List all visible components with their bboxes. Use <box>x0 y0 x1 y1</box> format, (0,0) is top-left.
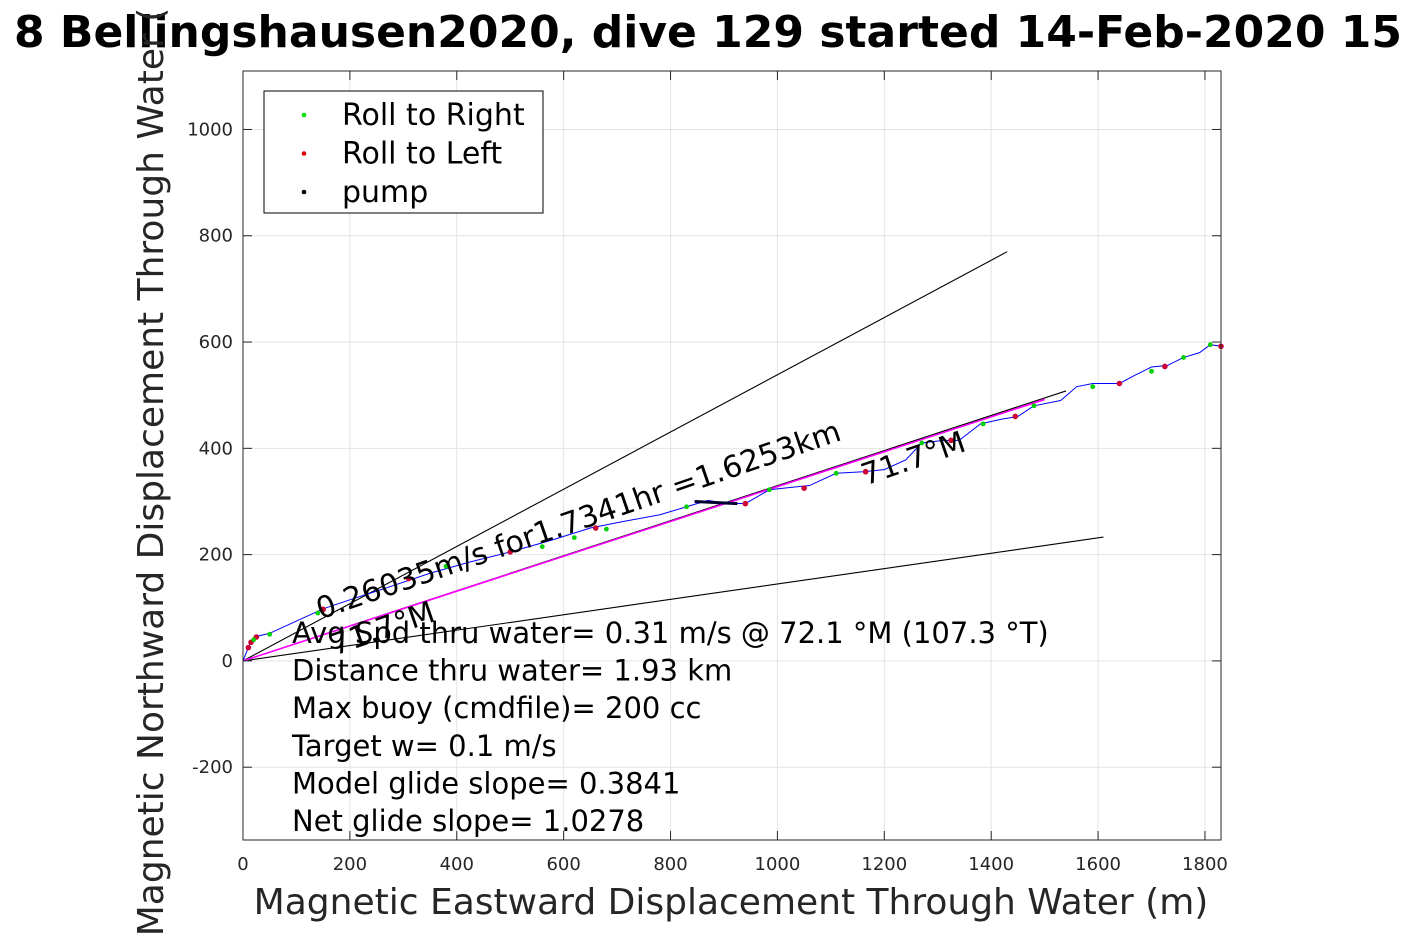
roll-right-point <box>267 631 273 637</box>
legend-marker <box>301 112 307 118</box>
y-tick-label: 0 <box>222 651 233 672</box>
roll-left-point <box>405 575 412 582</box>
roll-right-point <box>767 487 772 493</box>
y-tick-label: 200 <box>199 545 233 566</box>
y-tick-label: 800 <box>199 226 233 247</box>
roll-right-point <box>571 535 577 541</box>
roll-right-point <box>315 610 321 616</box>
legend-label: Roll to Left <box>342 137 502 172</box>
roll-left-point <box>245 644 252 651</box>
roll-left-point <box>507 549 514 555</box>
legend-marker <box>301 151 307 156</box>
x-tick-label: 200 <box>333 854 367 875</box>
roll-right-point <box>684 504 689 510</box>
y-tick-label: 400 <box>199 438 233 459</box>
speed-annotation: 0.26035m/s for1.7341hr =1.6253km <box>312 414 846 627</box>
y-tick-label: 600 <box>199 332 233 353</box>
roll-right-point <box>980 421 986 427</box>
legend-label: pump <box>342 175 428 210</box>
info-line: Max buoy (cmdfile)= 200 cc <box>292 691 701 725</box>
roll-left-point <box>801 485 807 491</box>
heading-annotation-far: 71.7°M <box>857 425 970 493</box>
x-tick-label: 0 <box>237 854 248 875</box>
x-tick-label: 1800 <box>1182 854 1228 875</box>
legend-label: Roll to Right <box>342 98 525 133</box>
info-line: Distance thru water= 1.93 km <box>292 654 732 688</box>
roll-left-point <box>948 437 954 444</box>
x-tick-label: 400 <box>440 854 474 875</box>
info-line: Target w= 0.1 m/s <box>291 729 557 763</box>
roll-left-point <box>1116 380 1123 387</box>
roll-left-point <box>1012 413 1019 420</box>
roll-left-point <box>1162 363 1168 370</box>
info-line: Avg Spd thru water= 0.31 m/s @ 72.1 °M (… <box>292 616 1049 650</box>
roll-left-point <box>742 500 749 507</box>
x-axis-title: Magnetic Eastward Displacement Through W… <box>254 882 1209 923</box>
y-tick-label: 1000 <box>187 119 233 140</box>
roll-right-point <box>833 470 839 476</box>
x-tick-label: 800 <box>653 854 687 875</box>
lower-bound <box>242 536 1104 662</box>
roll-right-point <box>1031 403 1037 409</box>
dive-track <box>242 344 1222 662</box>
avg-line <box>242 398 1045 662</box>
roll-right-point <box>1090 384 1096 390</box>
legend-marker <box>301 189 307 195</box>
legend-box <box>263 90 544 214</box>
track-line <box>242 344 1222 662</box>
roll-right-point <box>443 563 449 569</box>
x-tick-label: 1400 <box>968 854 1014 875</box>
reference-lines <box>242 251 1104 662</box>
x-tick-label: 1000 <box>755 854 801 875</box>
roll-left-point <box>320 606 326 613</box>
axis-ticks: 0 200 400 600 800 1000 1200 1400 1600 1800 -200 0 20… <box>187 71 1228 875</box>
info-line: Net glide slope= 1.0278 <box>292 804 644 838</box>
roll-right-point <box>1207 342 1213 348</box>
pump-segment <box>694 499 738 506</box>
roll-right-point <box>604 526 609 532</box>
x-tick-label: 600 <box>546 854 580 875</box>
roll-left-point <box>862 468 869 475</box>
x-tick-label: 1200 <box>861 854 907 875</box>
roll-right-point <box>1181 355 1186 360</box>
y-axis-title: Magnetic Northward Displacement Through … <box>131 8 172 937</box>
grid <box>242 71 1221 840</box>
roll-right-point <box>919 440 925 446</box>
x-tick-label: 1600 <box>1075 854 1121 875</box>
info-text-block: Avg Spd thru water= 0.31 m/s @ 72.1 °M (… <box>291 616 1049 838</box>
roll-right-point <box>251 637 257 643</box>
chart-title: 8 Bellingshausen2020, dive 129 started 1… <box>14 7 1402 58</box>
roll-markers <box>245 342 1224 651</box>
roll-right-point <box>1149 368 1154 374</box>
plot-frame <box>242 70 1222 841</box>
roll-left-point <box>592 525 599 531</box>
roll-right-point <box>539 544 545 550</box>
y-tick-label: -200 <box>192 757 233 778</box>
info-line: Model glide slope= 0.3841 <box>292 766 680 800</box>
